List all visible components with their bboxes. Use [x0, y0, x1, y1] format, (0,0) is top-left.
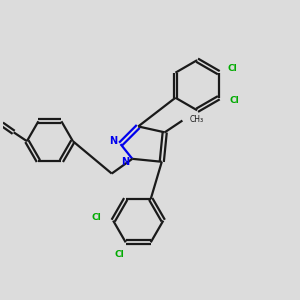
Text: N: N [109, 136, 117, 146]
Text: N: N [121, 157, 129, 167]
Text: Cl: Cl [229, 96, 239, 105]
Text: Cl: Cl [92, 213, 101, 222]
Text: Cl: Cl [228, 64, 237, 73]
Text: CH₃: CH₃ [190, 115, 204, 124]
Text: Cl: Cl [115, 250, 125, 259]
